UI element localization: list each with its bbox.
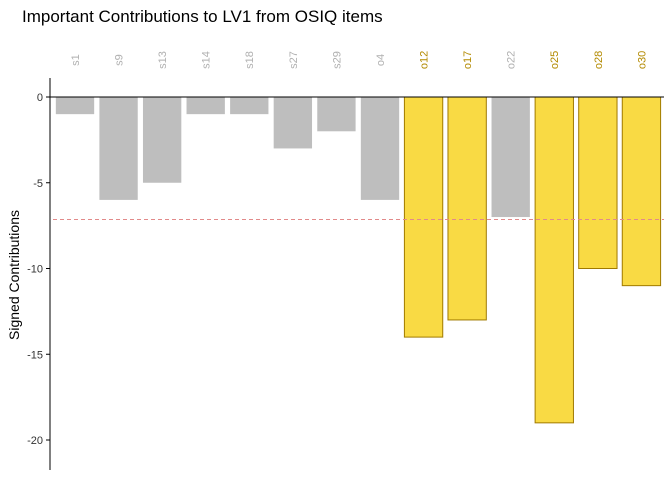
bar-s9 xyxy=(99,97,138,200)
bars-layer xyxy=(55,96,662,424)
category-label-o30: o30 xyxy=(636,51,648,69)
category-label-o17: o17 xyxy=(462,51,474,69)
y-tick-label: -15 xyxy=(27,349,43,361)
bar-s13 xyxy=(142,97,182,183)
y-axis-title: Signed Contributions xyxy=(6,210,22,340)
category-label-s9: s9 xyxy=(113,54,125,66)
bar-o30 xyxy=(621,96,662,287)
category-label-s27: s27 xyxy=(288,51,300,69)
category-label-s18: s18 xyxy=(244,51,256,69)
category-label-o4: o4 xyxy=(375,54,387,66)
category-label-o25: o25 xyxy=(549,51,561,69)
category-labels-layer: s1 s9 s13 s14 s18 s27 s29 o4 o12 o17 o22 o25 o28 o30 xyxy=(70,51,648,69)
bar-s27 xyxy=(273,97,313,149)
axis-layer: 0 -5 -10 -15 -20 xyxy=(27,78,664,470)
category-label-s1: s1 xyxy=(70,54,82,66)
bar-s14 xyxy=(186,97,225,115)
bar-o4 xyxy=(360,97,400,200)
bar-o12 xyxy=(403,96,444,338)
bar-o17 xyxy=(447,96,487,321)
bar-o22 xyxy=(491,97,530,218)
y-tick-label: 0 xyxy=(37,92,43,104)
category-label-s29: s29 xyxy=(331,51,343,69)
category-label-o28: o28 xyxy=(593,51,605,69)
y-tick-label: -5 xyxy=(33,178,43,190)
bar-o25 xyxy=(534,96,574,424)
y-tick-label: -20 xyxy=(27,435,43,447)
y-tick-label: -10 xyxy=(27,264,43,276)
bar-s29 xyxy=(317,97,356,132)
category-label-s13: s13 xyxy=(157,51,169,69)
category-label-o12: o12 xyxy=(418,51,430,69)
category-label-s14: s14 xyxy=(201,51,213,69)
bar-s18 xyxy=(230,97,269,115)
chart-title: Important Contributions to LV1 from OSIQ… xyxy=(22,7,383,26)
bar-s1 xyxy=(55,97,95,115)
category-label-o22: o22 xyxy=(506,51,518,69)
bar-o28 xyxy=(578,96,618,269)
